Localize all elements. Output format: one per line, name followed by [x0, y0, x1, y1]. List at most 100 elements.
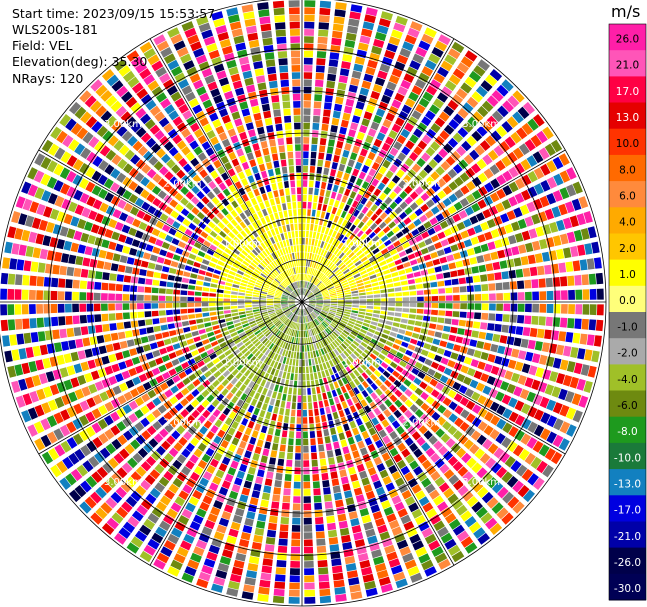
- range-gate: [174, 402, 184, 412]
- range-gate: [58, 316, 66, 326]
- range-gate: [235, 42, 247, 52]
- range-gate: [342, 149, 350, 158]
- range-gate: [289, 295, 296, 299]
- range-gate: [14, 228, 24, 240]
- range-gate: [121, 224, 131, 234]
- range-gate: [376, 463, 386, 472]
- range-gate: [205, 326, 213, 333]
- range-gate: [447, 456, 459, 467]
- range-gate: [464, 206, 474, 216]
- range-gate: [271, 413, 278, 421]
- range-gate: [311, 358, 315, 366]
- range-gate: [252, 143, 260, 151]
- range-gate: [325, 361, 331, 369]
- range-gate: [206, 130, 216, 140]
- range-gate: [437, 526, 449, 538]
- range-gate: [354, 276, 362, 281]
- range-gate: [512, 480, 524, 493]
- range-gate: [206, 464, 216, 474]
- range-gate: [266, 366, 273, 374]
- range-gate: [325, 153, 333, 161]
- range-gate: [308, 303, 316, 307]
- range-gate: [389, 331, 397, 338]
- range-gate: [101, 355, 110, 365]
- range-gate: [198, 221, 207, 230]
- range-gate: [431, 303, 439, 308]
- range-gate: [178, 436, 188, 447]
- range-gate: [202, 123, 213, 133]
- range-gate: [413, 466, 423, 476]
- range-gate: [370, 213, 378, 222]
- range-gate: [29, 304, 36, 315]
- range-gate: [98, 433, 109, 444]
- range-gate: [37, 262, 46, 273]
- range-gate: [237, 328, 244, 334]
- range-gate: [236, 125, 245, 134]
- range-gate: [448, 181, 458, 191]
- range-gate: [240, 282, 248, 287]
- range-gate: [403, 379, 412, 387]
- range-gate: [275, 259, 281, 266]
- range-gate: [365, 312, 373, 317]
- range-gate: [298, 330, 301, 338]
- range-gate: [309, 231, 313, 238]
- range-gate: [495, 433, 506, 444]
- range-gate: [385, 425, 394, 434]
- range-gate: [409, 202, 419, 211]
- range-gate: [310, 438, 316, 446]
- range-gate: [101, 239, 110, 249]
- range-gate: [341, 266, 348, 273]
- range-gate: [208, 336, 217, 342]
- range-gate: [201, 526, 213, 536]
- range-gate: [274, 297, 281, 300]
- range-gate: [218, 108, 229, 118]
- range-gate: [362, 259, 370, 266]
- range-gate: [373, 456, 383, 466]
- range-gate: [294, 322, 298, 330]
- range-gate: [308, 305, 315, 309]
- range-gate: [325, 243, 331, 251]
- range-gate: [36, 317, 44, 328]
- range-gate: [150, 143, 161, 154]
- range-gate: [86, 151, 97, 164]
- range-gate: [577, 348, 586, 360]
- range-gate: [146, 413, 156, 423]
- range-gate: [254, 315, 262, 320]
- range-gate: [164, 206, 174, 215]
- range-gate: [451, 550, 465, 563]
- range-gate: [241, 591, 254, 600]
- range-gate: [327, 529, 338, 538]
- range-gate: [290, 36, 300, 44]
- range-gate: [394, 399, 403, 408]
- range-gate: [233, 319, 241, 324]
- range-gate: [242, 525, 253, 534]
- range-gate: [454, 189, 464, 199]
- azimuth-spoke: [149, 301, 303, 566]
- range-gate: [224, 349, 232, 357]
- range-gate: [472, 111, 484, 123]
- range-gate: [363, 236, 371, 244]
- azimuth-spoke: [149, 38, 303, 303]
- range-gate: [200, 231, 209, 239]
- range-gate: [246, 287, 254, 292]
- range-gate: [425, 396, 435, 405]
- range-gate: [438, 288, 446, 294]
- range-gate: [434, 354, 443, 363]
- range-gate: [266, 302, 274, 304]
- range-gate: [238, 292, 245, 296]
- range-gate: [247, 91, 257, 100]
- range-gate: [245, 296, 252, 299]
- range-gate: [116, 125, 128, 137]
- range-gate: [478, 331, 487, 340]
- range-gate: [252, 292, 260, 295]
- range-gate: [307, 292, 313, 298]
- range-gate: [238, 241, 246, 249]
- range-gate: [305, 315, 309, 323]
- range-gate: [325, 384, 330, 392]
- range-gate: [288, 299, 295, 301]
- range-gate: [541, 251, 550, 262]
- range-gate: [278, 323, 284, 330]
- range-gate: [522, 327, 531, 337]
- range-gate: [318, 349, 322, 357]
- range-gate: [218, 182, 227, 191]
